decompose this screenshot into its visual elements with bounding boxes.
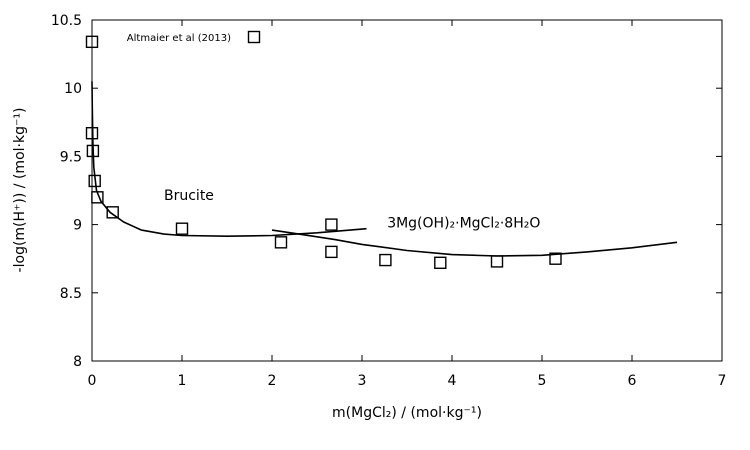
- x-tick-label: 7: [718, 373, 727, 389]
- data-point-marker: [549, 252, 562, 265]
- curve-annotation: Brucite: [164, 188, 214, 204]
- data-point-marker: [274, 236, 288, 249]
- x-axis-label: m(MgCl₂) / (mol·kg⁻¹): [332, 405, 482, 421]
- data-point-marker: [85, 127, 99, 140]
- data-point-marker: [325, 218, 338, 231]
- x-tick-label: 4: [448, 373, 457, 389]
- legend: Altmaier et al (2013): [127, 30, 261, 44]
- model-curve: [91, 81, 367, 237]
- data-point-marker: [91, 191, 104, 204]
- y-tick-label: 8.5: [60, 286, 82, 302]
- plot-frame: [91, 19, 723, 362]
- data-point-marker: [379, 253, 392, 267]
- data-point-marker: [85, 35, 99, 49]
- x-tick-label: 0: [88, 373, 97, 389]
- annotations: Brucite 3Mg(OH)₂·MgCl₂·8H₂O: [164, 188, 540, 231]
- model-curves: [91, 81, 678, 257]
- y-tick-label: 9.5: [60, 149, 82, 165]
- y-tick-label: 8: [73, 354, 82, 370]
- data-point-marker: [325, 245, 338, 259]
- axis-ticks: 0 1 2 3 4 5 6 7 8 8.5 9 9.5 10 10.5: [51, 13, 727, 389]
- legend-marker: [247, 30, 261, 44]
- legend-label: Altmaier et al (2013): [127, 33, 231, 44]
- data-point-marker: [86, 144, 100, 158]
- x-tick-label: 5: [538, 373, 547, 389]
- data-point-marker: [490, 255, 504, 268]
- x-tick-label: 1: [178, 373, 187, 389]
- data-point-marker: [106, 206, 119, 219]
- data-point-marker: [88, 174, 101, 188]
- y-tick-label: 10: [64, 81, 82, 97]
- y-tick-label: 9: [73, 218, 82, 234]
- data-markers: [85, 35, 562, 269]
- model-curve: [271, 229, 678, 257]
- curve-annotation: 3Mg(OH)₂·MgCl₂·8H₂O: [387, 215, 540, 231]
- data-point-marker: [434, 256, 447, 269]
- x-tick-label: 2: [268, 373, 277, 389]
- x-tick-label: 3: [358, 373, 367, 389]
- x-tick-label: 6: [628, 373, 637, 389]
- y-tick-label: 10.5: [51, 13, 82, 29]
- y-axis-label: -log(m(H⁺)) / (mol·kg⁻¹): [12, 108, 28, 273]
- data-point-marker: [175, 222, 189, 235]
